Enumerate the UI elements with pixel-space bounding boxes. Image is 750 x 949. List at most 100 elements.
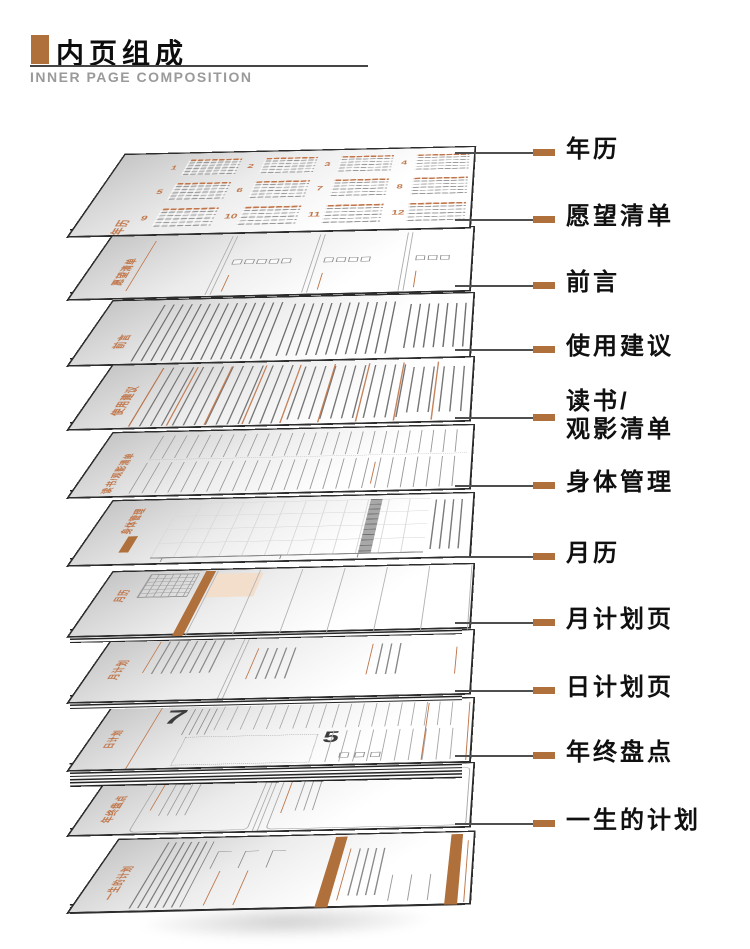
checkbox xyxy=(335,257,347,263)
callout-line xyxy=(455,485,533,488)
month-grid xyxy=(320,203,384,224)
callout-line xyxy=(455,622,533,625)
callout-line xyxy=(455,823,533,826)
accent-text-line xyxy=(232,870,249,905)
label-lifetime-plan: 一生的计划 xyxy=(566,807,701,834)
label-wish-list: 愿望清单 xyxy=(566,203,674,230)
text-lines xyxy=(130,302,287,362)
month-number: 7 xyxy=(315,184,324,192)
page-monthly-calendar: 月历 xyxy=(66,562,476,638)
callout-line xyxy=(455,152,533,155)
text-lines xyxy=(128,841,215,909)
month-grid xyxy=(247,180,311,199)
text-lines xyxy=(402,302,468,348)
callout-dash xyxy=(533,687,555,694)
page-wish-list: 愿望清单 xyxy=(66,225,476,301)
mini-month: 8 xyxy=(395,176,470,196)
text-lines xyxy=(275,301,404,356)
month-number: 10 xyxy=(222,212,240,221)
month-number: 9 xyxy=(138,214,150,223)
month-number: 5 xyxy=(154,188,165,196)
label-body-management: 身体管理 xyxy=(566,469,674,496)
text-line xyxy=(406,874,413,901)
month-grid xyxy=(150,207,220,228)
divider-lines xyxy=(204,236,239,295)
on-page-title: 年历 xyxy=(108,218,133,236)
callout-line xyxy=(455,755,533,758)
on-page-title: 一生的计划 xyxy=(100,865,137,901)
mini-month: 7 xyxy=(314,178,391,197)
mini-month: 11 xyxy=(305,203,386,224)
month-grid xyxy=(414,153,470,171)
text-line xyxy=(426,873,432,900)
bracket-mark xyxy=(265,850,287,868)
callout-dash xyxy=(533,553,555,560)
month-number: 1 xyxy=(169,164,179,172)
mini-table xyxy=(136,573,200,598)
callout-line xyxy=(455,556,533,559)
mini-month: 5 xyxy=(151,181,233,201)
mini-month: 3 xyxy=(322,155,396,172)
checkbox xyxy=(323,257,335,263)
accent-text-line xyxy=(202,871,221,906)
page-body-management: 身体管理 xyxy=(66,491,476,567)
accent-band xyxy=(314,836,348,908)
mini-month: 1 xyxy=(166,158,244,176)
callout-dash xyxy=(533,346,555,353)
accent-text-line xyxy=(365,643,375,675)
label-year-end-review: 年终盘点 xyxy=(566,739,674,766)
month-grid xyxy=(410,176,468,195)
on-page-title: 前言 xyxy=(110,333,135,350)
list-row-lines xyxy=(149,429,469,459)
text-lines xyxy=(150,640,234,674)
axis-tick xyxy=(279,554,283,560)
callout-dash xyxy=(533,414,555,421)
on-page-title: 月计划 xyxy=(105,659,132,681)
page-annual-calendar: 年历 1 2 3 4 5 6 7 8 9 10 11 12 xyxy=(66,145,477,238)
label-monthly-plan: 月计划页 xyxy=(566,606,674,633)
accent-line xyxy=(465,701,471,760)
on-page-title: 月历 xyxy=(111,589,133,603)
page-preface: 前言 xyxy=(66,291,476,367)
on-page-title: 年终盘点 xyxy=(98,795,131,824)
month-grid xyxy=(328,178,390,197)
accent-text-line xyxy=(463,840,470,902)
callout-dash xyxy=(533,820,555,827)
mini-month: 4 xyxy=(400,153,472,171)
callout-dash xyxy=(533,216,555,223)
accent-band xyxy=(444,834,464,905)
text-lines xyxy=(429,498,471,549)
mini-month: 10 xyxy=(220,205,303,226)
mini-month: 9 xyxy=(135,207,221,228)
on-page-title: 身体管理 xyxy=(118,508,149,535)
accent-text-line xyxy=(412,270,417,288)
month-number: 6 xyxy=(234,186,245,194)
accent-text-line xyxy=(316,272,324,290)
month-grid xyxy=(235,205,302,226)
callout-dash xyxy=(533,752,555,759)
month-grid xyxy=(180,158,243,176)
title-underline xyxy=(30,65,368,67)
callout-line xyxy=(455,690,533,693)
checkbox xyxy=(268,258,280,264)
page-lifetime-plan: 一生的计划 xyxy=(66,830,476,914)
page-reading-watching-list: 读书/观影清单 xyxy=(66,423,476,499)
month-number: 8 xyxy=(395,182,404,191)
callout-dash xyxy=(533,482,555,489)
text-lines xyxy=(347,847,387,896)
label-usage-tips: 使用建议 xyxy=(566,333,674,360)
callout-line xyxy=(455,417,533,420)
checkbox xyxy=(360,256,371,262)
on-page-title: 日计划 xyxy=(101,729,126,749)
label-monthly-calendar: 月历 xyxy=(566,540,620,567)
page-usage-tips: 使用建议 xyxy=(66,355,476,431)
month-number: 2 xyxy=(246,162,256,170)
divider-lines xyxy=(300,234,326,293)
callout-line xyxy=(455,349,533,352)
month-number: 12 xyxy=(390,208,406,217)
checkbox xyxy=(347,256,359,262)
notes-box xyxy=(170,733,319,766)
list-row-lines xyxy=(128,455,467,494)
label-annual-calendar: 年历 xyxy=(566,136,620,163)
